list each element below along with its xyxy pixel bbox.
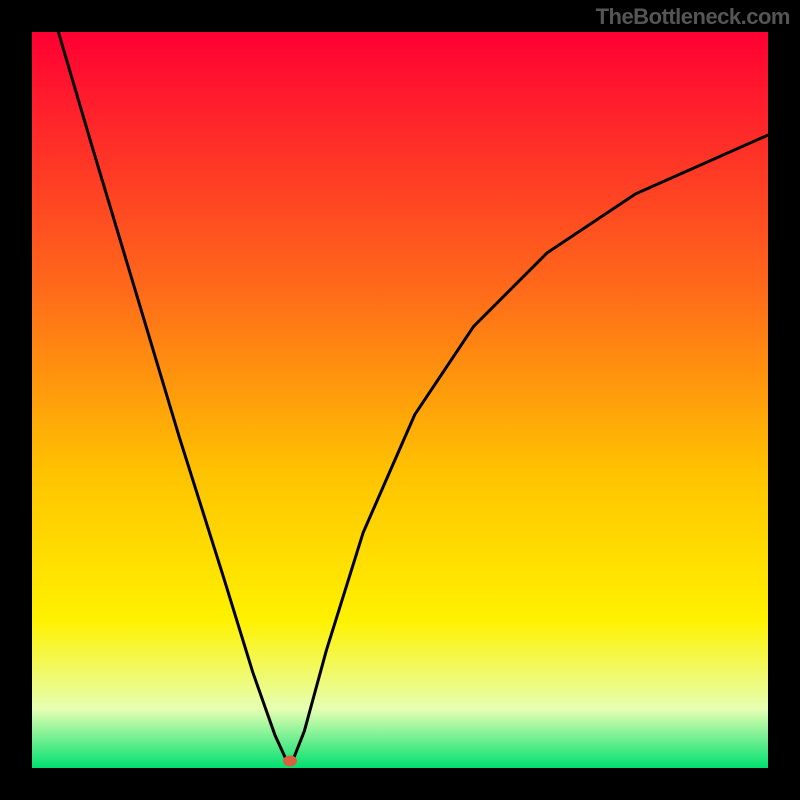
curve-right-branch (293, 135, 768, 759)
optimum-marker (283, 755, 297, 766)
bottleneck-curve (32, 32, 768, 768)
watermark-text: TheBottleneck.com (596, 4, 790, 30)
plot-area (32, 32, 768, 768)
curve-left-branch (54, 17, 286, 759)
chart-container: TheBottleneck.com (0, 0, 800, 800)
